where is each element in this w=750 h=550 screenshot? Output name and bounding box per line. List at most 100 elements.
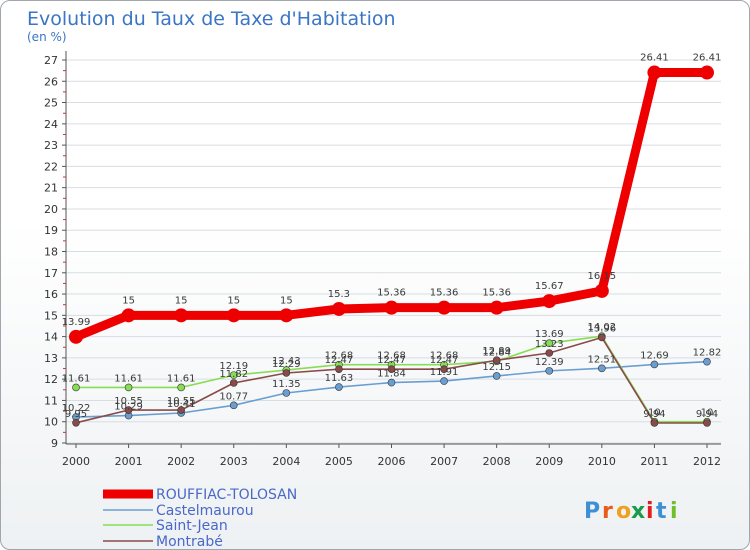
data-label: 11.84 [377, 369, 406, 380]
x-tick-label: 2005 [325, 455, 353, 468]
data-label: 12.19 [219, 361, 248, 372]
data-label: 12.68 [325, 351, 354, 362]
y-tick-label: 17 [44, 267, 58, 280]
y-tick-label: 23 [44, 139, 58, 152]
logo-letter: x [631, 499, 645, 524]
y-tick-label: 13 [44, 352, 58, 365]
data-label: 10 [648, 408, 661, 419]
data-label: 12.89 [482, 346, 511, 357]
point-montrabé [282, 369, 291, 377]
axes [65, 51, 721, 445]
point-rouffiac [121, 308, 136, 323]
data-label: 11.61 [167, 373, 196, 384]
data-label: 12.51 [588, 354, 617, 365]
data-label: 12.29 [272, 359, 301, 370]
data-label: 12.82 [693, 348, 722, 359]
logo-letter: i [646, 499, 654, 524]
series-group [69, 65, 714, 427]
data-label: 12.15 [482, 362, 511, 373]
data-label: 11.61 [62, 373, 91, 384]
y-tick-label: 11 [44, 394, 58, 407]
data-labels: 10.22 10.29 10.41 10.77 11.35 11.63 11.84 11.91… [62, 53, 722, 420]
y-tick-label: 22 [44, 160, 58, 173]
grid-lines [66, 59, 721, 444]
point-castelmaurou [440, 377, 448, 385]
x-tick-labels: 2000 2001 2002 2003 2004 2005 2006 2007 2008 2009… [62, 444, 721, 468]
y-tick-label: 15 [44, 309, 58, 322]
point-saint-jean [177, 383, 185, 392]
point-castelmaurou [282, 389, 291, 397]
data-label: 15 [175, 295, 188, 306]
x-tick-label: 2009 [535, 455, 563, 468]
data-label: 10.29 [114, 402, 143, 413]
data-label: 14.02 [588, 322, 617, 333]
point-rouffiac [279, 308, 294, 323]
point-castelmaurou [598, 364, 606, 373]
y-tick-label: 9 [51, 437, 58, 450]
logo-letter: t [656, 499, 667, 524]
x-tick-label: 2002 [167, 455, 195, 468]
data-label: 10 [701, 408, 714, 419]
point-montrabé [124, 406, 133, 414]
data-label: 15.36 [482, 288, 511, 299]
point-castelmaurou [335, 383, 343, 391]
point-montrabé [229, 379, 238, 387]
point-montrabé [335, 365, 343, 373]
data-label: 10.22 [62, 403, 91, 414]
data-label: 12.47 [325, 355, 354, 366]
data-label: 13.99 [62, 317, 91, 328]
point-montrabé [598, 333, 606, 342]
data-label: 10.77 [219, 391, 248, 402]
point-castelmaurou [387, 378, 396, 387]
point-saint-jean [72, 383, 80, 392]
data-label: 11.82 [219, 369, 248, 380]
logo-letter: r [602, 499, 613, 524]
point-castelmaurou [650, 360, 659, 369]
legend-label: Montrabé [156, 534, 223, 550]
chart-title: Evolution du Taux de Taxe d'Habitation [27, 8, 396, 30]
data-label: 12.47 [430, 355, 459, 366]
point-rouffiac [174, 308, 189, 323]
logo-letter: P [584, 499, 600, 524]
data-label: 12.39 [535, 357, 564, 368]
data-label: 13.69 [535, 329, 564, 340]
data-label: 12.69 [640, 350, 669, 361]
x-tick-label: 2000 [62, 455, 90, 468]
data-label: 9.94 [696, 409, 718, 420]
data-label: 11.91 [430, 367, 459, 378]
point-saint-jean [124, 383, 133, 392]
point-castelmaurou [492, 372, 501, 380]
x-tick-label: 2011 [640, 455, 668, 468]
point-montrabé [703, 419, 711, 427]
point-castelmaurou [229, 401, 238, 410]
logo-letter: i [670, 499, 678, 524]
point-montrabé [177, 406, 185, 414]
y-tick-label: 27 [44, 54, 58, 67]
x-tick-label: 2010 [588, 455, 616, 468]
point-rouffiac [331, 301, 346, 316]
data-label: 15.67 [535, 281, 564, 292]
data-label: 12.84 [482, 347, 511, 358]
y-axis-unit: (en %) [27, 30, 67, 44]
y-tick-label: 24 [44, 118, 58, 131]
point-rouffiac [489, 300, 504, 315]
point-rouffiac [384, 300, 399, 315]
data-label: 12.68 [377, 351, 406, 362]
point-rouffiac [594, 283, 609, 298]
data-label: 10.55 [167, 396, 196, 407]
data-label: 13.96 [588, 323, 617, 334]
y-tick-label: 25 [44, 97, 58, 110]
data-label: 9.94 [643, 409, 665, 420]
data-label: 10.41 [167, 399, 196, 410]
point-montrabé [387, 365, 396, 373]
x-tick-label: 2004 [272, 455, 300, 468]
y-tick-label: 12 [44, 373, 58, 386]
point-montrabé [440, 365, 448, 373]
y-tick-labels: 9 10 11 12 13 14 15 16 17 18 19 20 21 22 23 24 25 26 27 [44, 54, 66, 450]
point-montrabé [72, 418, 80, 427]
point-castelmaurou [703, 357, 711, 366]
data-label: 9.95 [65, 409, 87, 420]
